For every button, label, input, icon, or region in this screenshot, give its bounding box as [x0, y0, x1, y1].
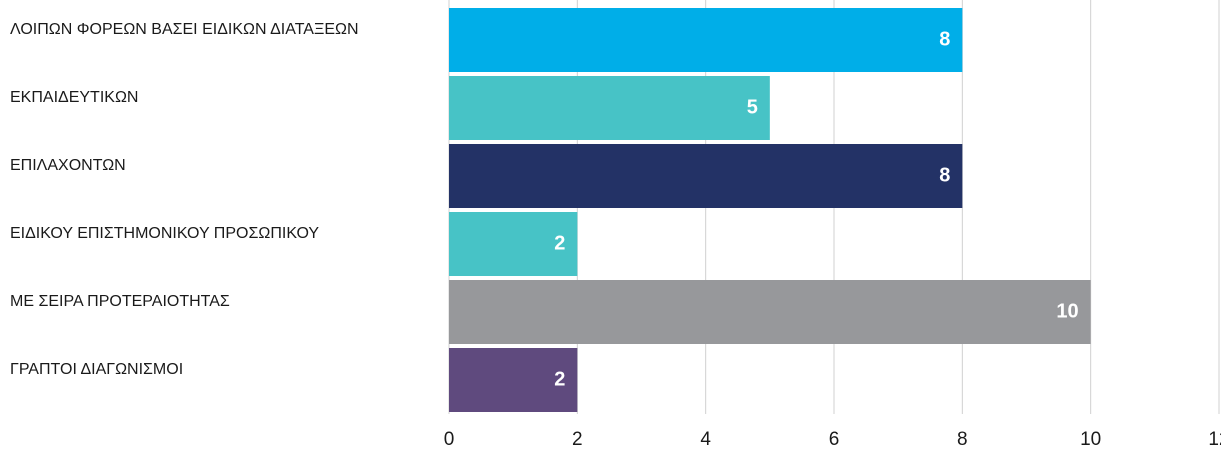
bar — [449, 348, 578, 412]
x-tick-label: 4 — [700, 429, 711, 449]
data-label: 2 — [554, 232, 565, 254]
x-tick-label: 10 — [1080, 429, 1101, 449]
bar — [449, 280, 1091, 344]
data-label: 8 — [939, 28, 950, 50]
bar — [449, 76, 770, 140]
bar — [449, 212, 578, 276]
data-label: 8 — [939, 164, 950, 186]
x-tick-label: 12 — [1208, 429, 1221, 449]
x-tick-label: 2 — [572, 429, 583, 449]
y-tick-label: ΓΡΑΠΤΟΙ ΔΙΑΓΩΝΙΣΜΟΙ — [10, 361, 183, 378]
y-tick-label: ΕΠΙΛΑΧΟΝΤΩΝ — [10, 157, 126, 174]
x-tick-label: 6 — [829, 429, 840, 449]
x-tick-label: 8 — [957, 429, 968, 449]
x-tick-label: 0 — [444, 429, 455, 449]
data-label: 2 — [554, 368, 565, 390]
y-tick-label: ΜΕ ΣΕΙΡΑ ΠΡΟΤΕΡΑΙΟΤΗΤΑΣ — [10, 293, 230, 310]
y-tick-label: ΛΟΙΠΩΝ ΦΟΡΕΩΝ ΒΑΣΕΙ ΕΙΔΙΚΩΝ ΔΙΑΤΑΞΕΩΝ — [10, 21, 359, 38]
data-label: 5 — [747, 96, 758, 118]
y-tick-label: ΕΙΔΙΚΟΥ ΕΠΙΣΤΗΜΟΝΙΚΟΥ ΠΡΟΣΩΠΙΚΟΥ — [10, 225, 319, 242]
bar — [449, 144, 963, 208]
y-tick-label: ΕΚΠΑΙΔΕΥΤΙΚΩΝ — [10, 89, 138, 106]
data-label: 10 — [1056, 300, 1078, 322]
bar — [449, 8, 963, 72]
